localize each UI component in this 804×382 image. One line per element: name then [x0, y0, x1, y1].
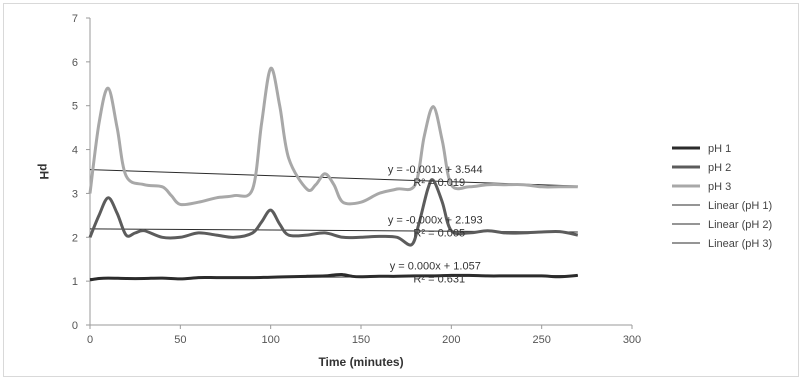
series-line-ph-2	[88, 178, 579, 247]
legend-label: Linear (pH 2)	[708, 219, 772, 231]
y-tick-label: 0	[72, 320, 78, 332]
trendline-equation: y = 0.000x + 1.057	[390, 261, 481, 273]
x-tick-label: 100	[261, 334, 279, 346]
trendline-equation: y = -0.000x + 2.193	[388, 215, 483, 227]
y-tick-label: 7	[72, 13, 78, 25]
x-tick-label: 200	[442, 334, 460, 346]
legend-label: pH 1	[708, 143, 731, 155]
y-tick-label: 2	[72, 232, 78, 244]
x-axis-title: Time (minutes)	[318, 355, 403, 369]
trendline-r-squared: R² = 0.631	[413, 274, 465, 286]
y-tick-label: 6	[72, 57, 78, 69]
legend-label: pH 2	[708, 162, 731, 174]
y-tick-label: 3	[72, 188, 78, 200]
trendline-r-squared: R² = 0.019	[413, 177, 465, 189]
y-tick-label: 5	[72, 101, 78, 113]
x-tick-label: 150	[352, 334, 370, 346]
legend-label: Linear (pH 3)	[708, 238, 772, 250]
x-tick-label: 250	[532, 334, 550, 346]
legend-label: pH 3	[708, 181, 731, 193]
trendline-r-squared: R² = 0.005	[413, 228, 465, 240]
y-tick-label: 1	[72, 276, 78, 288]
y-axis-title: pH	[37, 164, 51, 180]
trendline-equation: y = -0.001x + 3.544	[388, 164, 483, 176]
x-tick-label: 0	[87, 334, 93, 346]
legend-label: Linear (pH 1)	[708, 200, 772, 212]
series-line-ph-3	[88, 66, 578, 207]
series-line-ph-1	[89, 273, 578, 282]
x-tick-label: 50	[174, 334, 186, 346]
y-tick-label: 4	[72, 145, 78, 157]
chart-frame	[3, 3, 799, 377]
x-tick-label: 300	[623, 334, 641, 346]
